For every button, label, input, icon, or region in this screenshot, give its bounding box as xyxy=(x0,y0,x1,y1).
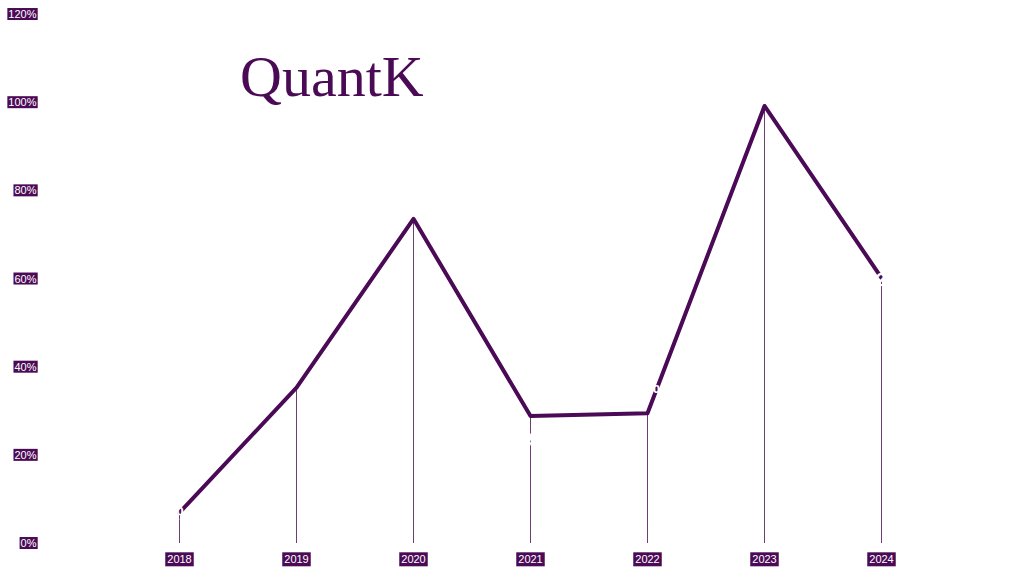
svg-text:2019: 2019 xyxy=(284,553,308,565)
svg-text:60%: 60% xyxy=(14,273,36,285)
svg-text:0%: 0% xyxy=(21,537,37,549)
svg-text:29.53%: 29.53% xyxy=(599,377,660,397)
svg-text:2020: 2020 xyxy=(401,553,425,565)
svg-text:100%: 100% xyxy=(8,96,36,108)
svg-text:7%: 7% xyxy=(166,504,192,524)
svg-text:2023: 2023 xyxy=(752,553,776,565)
svg-text:35.35%: 35.35% xyxy=(231,356,292,376)
svg-text:73.65%: 73.65% xyxy=(427,185,488,205)
html-text:QuantK: QuantK xyxy=(240,44,424,109)
svg-text:2024: 2024 xyxy=(869,553,893,565)
svg-text:28.90%: 28.90% xyxy=(480,430,541,450)
svg-text:20%: 20% xyxy=(14,449,36,461)
svg-text:80%: 80% xyxy=(14,184,36,196)
svg-text:2022: 2022 xyxy=(635,553,659,565)
svg-text:2021: 2021 xyxy=(518,553,542,565)
svg-text:60.27%: 60.27% xyxy=(851,270,912,290)
svg-text:40%: 40% xyxy=(14,361,36,373)
svg-text:120%: 120% xyxy=(8,8,36,20)
svg-text:2018: 2018 xyxy=(167,553,191,565)
svg-text:99.25%: 99.25% xyxy=(704,67,765,87)
